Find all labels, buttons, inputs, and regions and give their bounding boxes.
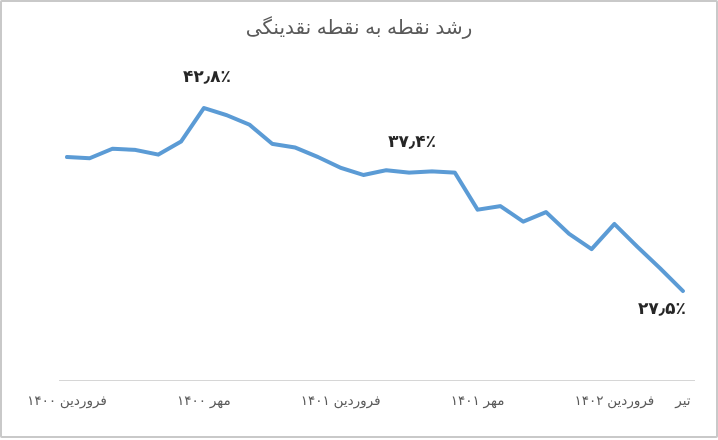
x-axis-tick-label: مهر ۱۴۰۰ <box>177 393 231 408</box>
data-point-label: ۴۲٫۸٪ <box>182 67 231 86</box>
x-axis-tick-label: فروردین ۱۴۰۰ <box>27 393 107 408</box>
x-axis-tick-label: مهر ۱۴۰۱ <box>450 393 505 408</box>
x-axis-line <box>59 380 695 381</box>
data-point-label: ۲۷٫۵٪ <box>637 299 686 318</box>
x-axis-tick-label: فروردین ۱۴۰۱ <box>300 393 381 408</box>
chart-title: رشد نقطه به نقطه نقدینگی <box>245 17 473 39</box>
x-axis-tick-label: فروردین ۱۴۰۲ <box>574 393 655 408</box>
liquidity-growth-line <box>65 106 685 293</box>
data-point-label: ۳۷٫۴٪ <box>388 131 437 151</box>
x-axis-tick-label: تیر <box>675 393 691 408</box>
